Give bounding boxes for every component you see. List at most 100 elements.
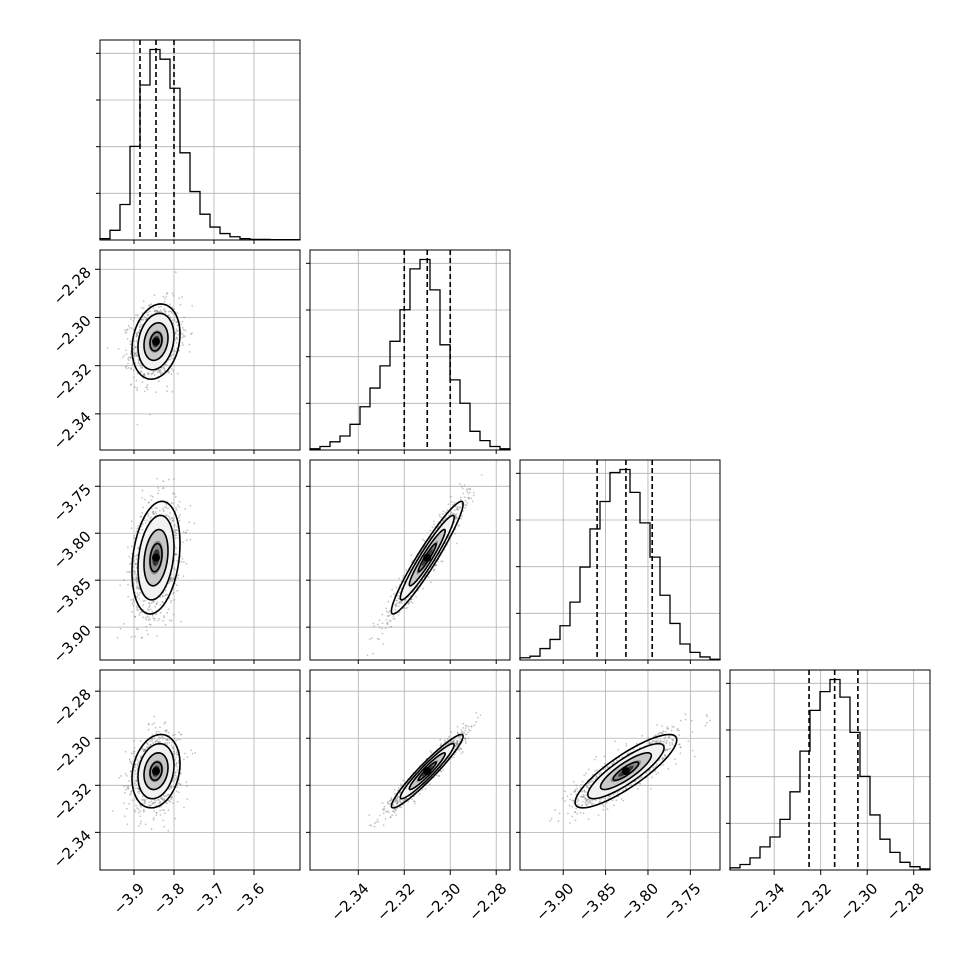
panel-content bbox=[310, 460, 510, 660]
sample-point bbox=[147, 513, 150, 515]
scatter-panel-3-0 bbox=[99, 669, 301, 871]
sample-point bbox=[155, 369, 157, 372]
sample-point bbox=[168, 314, 171, 316]
sample-point bbox=[442, 520, 444, 522]
sample-point bbox=[379, 814, 381, 817]
sample-point bbox=[180, 560, 183, 563]
sample-point bbox=[129, 356, 132, 359]
sample-point bbox=[134, 770, 137, 772]
sample-point bbox=[153, 310, 156, 313]
sample-point bbox=[136, 764, 139, 767]
sample-point bbox=[142, 307, 145, 310]
sample-point bbox=[175, 321, 177, 323]
sample-point bbox=[137, 628, 140, 631]
sample-point bbox=[130, 762, 133, 765]
sample-point bbox=[132, 328, 135, 331]
sample-point bbox=[176, 372, 179, 375]
sample-point bbox=[155, 814, 158, 817]
sample-point bbox=[472, 494, 475, 497]
sample-point bbox=[455, 743, 458, 745]
sample-point bbox=[388, 614, 391, 617]
sample-point bbox=[400, 600, 403, 603]
sample-point bbox=[450, 511, 453, 514]
sample-point bbox=[134, 810, 137, 813]
sample-point bbox=[464, 499, 467, 502]
sample-point bbox=[147, 743, 150, 746]
sample-point bbox=[170, 619, 173, 622]
sample-point bbox=[132, 319, 135, 322]
sample-point bbox=[181, 336, 184, 339]
sample-point bbox=[172, 578, 174, 581]
sample-point bbox=[159, 604, 162, 606]
sample-point bbox=[135, 332, 138, 335]
sample-point bbox=[171, 390, 174, 393]
sample-point bbox=[395, 799, 397, 802]
sample-point bbox=[151, 610, 154, 613]
sample-point bbox=[176, 765, 179, 768]
sample-point bbox=[153, 715, 156, 718]
sample-point bbox=[135, 574, 138, 576]
histogram-step-line bbox=[729, 678, 931, 870]
sample-point bbox=[381, 627, 383, 630]
sample-point bbox=[465, 488, 468, 491]
sample-point bbox=[137, 791, 139, 793]
sample-point bbox=[398, 601, 401, 604]
sample-point bbox=[170, 576, 173, 579]
sample-point bbox=[135, 335, 138, 337]
sample-point bbox=[149, 618, 151, 621]
sample-point bbox=[174, 529, 177, 531]
sample-point bbox=[175, 328, 178, 331]
sample-point bbox=[143, 519, 146, 522]
panel-content bbox=[310, 670, 510, 870]
sample-point bbox=[458, 736, 461, 738]
sample-point bbox=[170, 599, 173, 602]
sample-point bbox=[129, 343, 132, 346]
sample-point bbox=[135, 779, 138, 781]
sample-point bbox=[155, 811, 158, 814]
sample-point bbox=[392, 617, 395, 620]
sample-point bbox=[141, 489, 144, 492]
sample-point bbox=[175, 761, 178, 764]
sample-point bbox=[181, 333, 184, 335]
sample-point bbox=[177, 504, 179, 507]
sample-point bbox=[173, 599, 176, 601]
sample-point bbox=[376, 637, 379, 640]
sample-point bbox=[127, 324, 130, 327]
sample-point bbox=[122, 623, 125, 625]
sample-point bbox=[175, 739, 178, 742]
sample-point bbox=[150, 516, 153, 518]
sample-point bbox=[158, 306, 160, 309]
sample-point bbox=[135, 804, 138, 807]
sample-point bbox=[464, 738, 466, 740]
sample-point bbox=[144, 616, 147, 619]
sample-point bbox=[155, 613, 158, 616]
sample-point bbox=[430, 581, 432, 584]
sample-point bbox=[139, 810, 142, 813]
sample-point bbox=[175, 330, 178, 333]
sample-point bbox=[155, 512, 158, 515]
sample-point bbox=[396, 801, 399, 804]
sample-point bbox=[136, 627, 138, 630]
sample-point bbox=[142, 810, 145, 813]
sample-point bbox=[135, 355, 137, 357]
sample-point bbox=[147, 501, 150, 504]
sample-point bbox=[146, 314, 149, 317]
sample-point bbox=[163, 812, 166, 815]
sample-point bbox=[373, 825, 376, 828]
sample-point bbox=[180, 733, 183, 736]
sample-point bbox=[124, 329, 126, 332]
sample-point bbox=[133, 353, 136, 356]
sample-point bbox=[138, 790, 141, 793]
sample-point bbox=[175, 777, 178, 779]
sample-point bbox=[160, 311, 163, 313]
sample-point bbox=[150, 507, 153, 510]
sample-point bbox=[170, 576, 172, 579]
sample-point bbox=[389, 816, 392, 819]
sample-point bbox=[135, 779, 138, 782]
sample-point bbox=[128, 563, 131, 566]
sample-point bbox=[158, 618, 161, 620]
contour-line-3 bbox=[131, 733, 181, 809]
sample-point bbox=[446, 738, 449, 741]
sample-point bbox=[135, 335, 138, 338]
